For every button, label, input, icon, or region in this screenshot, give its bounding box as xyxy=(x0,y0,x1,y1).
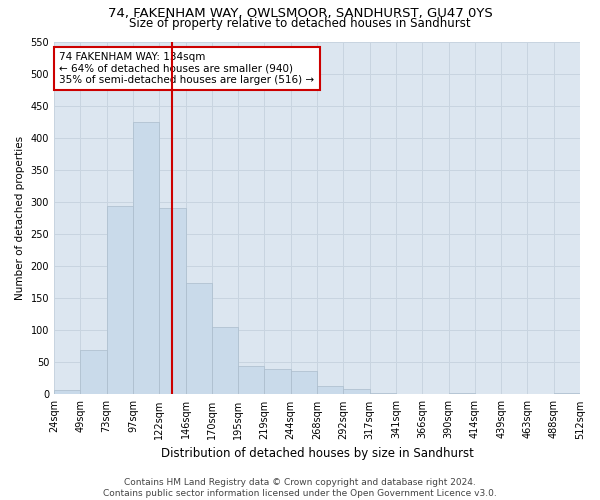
Bar xyxy=(317,386,343,394)
Bar xyxy=(54,390,80,394)
Bar xyxy=(554,392,580,394)
Text: Contains HM Land Registry data © Crown copyright and database right 2024.
Contai: Contains HM Land Registry data © Crown c… xyxy=(103,478,497,498)
Text: 74 FAKENHAM WAY: 134sqm
← 64% of detached houses are smaller (940)
35% of semi-d: 74 FAKENHAM WAY: 134sqm ← 64% of detache… xyxy=(59,52,314,86)
Bar xyxy=(107,206,133,394)
Y-axis label: Number of detached properties: Number of detached properties xyxy=(15,136,25,300)
Bar xyxy=(133,122,159,394)
Bar xyxy=(265,369,291,394)
Bar xyxy=(212,327,238,394)
Bar xyxy=(343,390,370,394)
Bar xyxy=(370,392,396,394)
Bar xyxy=(291,370,317,394)
Text: Size of property relative to detached houses in Sandhurst: Size of property relative to detached ho… xyxy=(129,18,471,30)
Bar xyxy=(238,366,265,394)
Bar xyxy=(449,392,475,394)
X-axis label: Distribution of detached houses by size in Sandhurst: Distribution of detached houses by size … xyxy=(161,447,473,460)
Bar xyxy=(159,208,185,394)
Bar xyxy=(185,284,212,395)
Bar xyxy=(80,350,107,395)
Text: 74, FAKENHAM WAY, OWLSMOOR, SANDHURST, GU47 0YS: 74, FAKENHAM WAY, OWLSMOOR, SANDHURST, G… xyxy=(107,8,493,20)
